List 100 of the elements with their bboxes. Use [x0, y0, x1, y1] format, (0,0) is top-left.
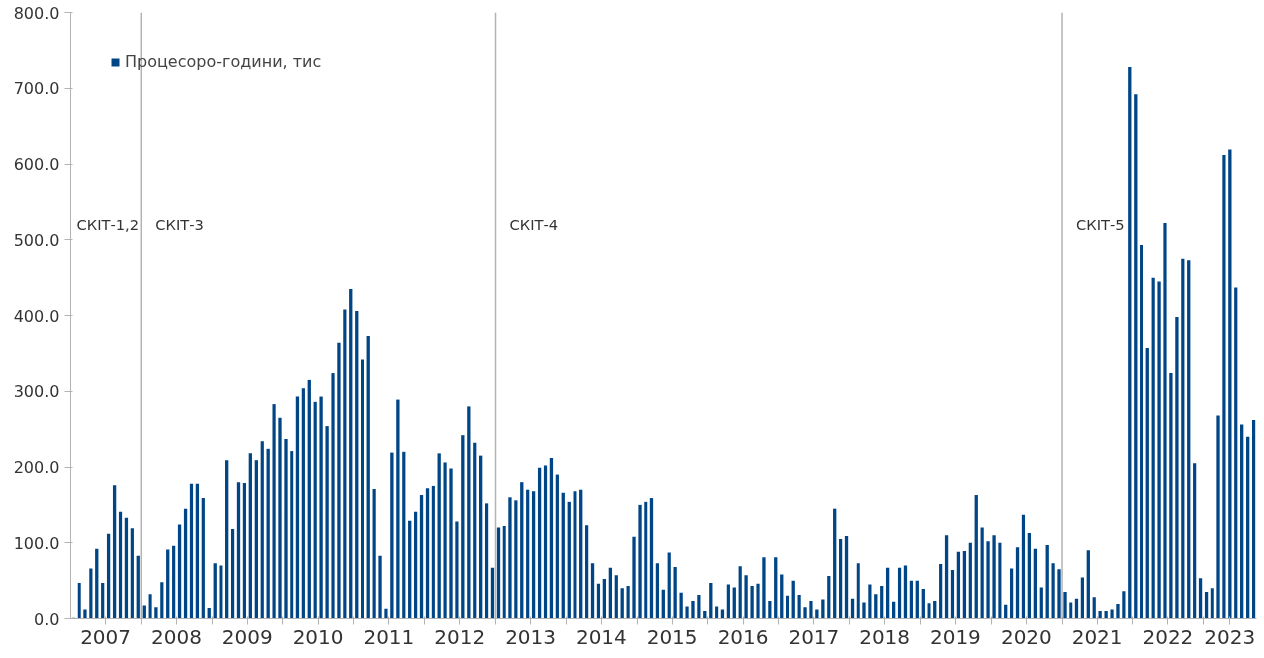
bar	[638, 504, 642, 619]
x-tick-label: 2018	[859, 624, 911, 649]
x-tick-label: 2014	[575, 624, 627, 649]
bar	[732, 587, 736, 619]
bar	[425, 488, 430, 619]
bar	[254, 460, 258, 619]
bar	[278, 417, 282, 619]
y-tick-label: 300.0	[13, 382, 60, 402]
x-tick-label: 2020	[1000, 624, 1052, 649]
bar	[520, 482, 524, 619]
bar	[567, 501, 571, 619]
bar	[1080, 577, 1084, 619]
y-tick-label: 500.0	[13, 230, 60, 250]
x-tick-label: 2011	[363, 624, 415, 649]
bar	[903, 565, 908, 619]
y-tick-label: 700.0	[13, 79, 60, 99]
bar	[685, 606, 689, 619]
bar	[219, 565, 223, 619]
bar	[839, 538, 843, 619]
bar	[1187, 260, 1191, 619]
bar	[1063, 591, 1067, 619]
bar	[1104, 610, 1108, 619]
bar	[561, 492, 565, 619]
bar	[95, 548, 99, 619]
bar	[301, 388, 305, 619]
bar	[242, 482, 247, 619]
x-tick-label: 2022	[1142, 624, 1194, 649]
bar	[1193, 463, 1197, 619]
bar	[1033, 548, 1038, 619]
bar	[862, 602, 866, 619]
bar	[213, 563, 217, 619]
bar	[1128, 67, 1132, 619]
bar	[531, 491, 536, 619]
bar	[1216, 415, 1220, 619]
bar	[473, 442, 477, 619]
bar	[644, 501, 648, 619]
bar	[573, 491, 577, 619]
bar	[880, 585, 884, 619]
bar	[83, 609, 87, 619]
y-tick-label: 800.0	[13, 3, 60, 23]
bar	[390, 452, 394, 619]
x-tick-label: 2021	[1071, 624, 1123, 649]
bar	[1145, 348, 1149, 619]
annotation: СКІТ-4	[509, 216, 559, 234]
bar	[1210, 588, 1214, 619]
y-tick-label: 0.0	[34, 609, 60, 629]
bar	[1122, 591, 1126, 619]
bar	[295, 396, 300, 619]
bar	[803, 607, 807, 619]
y-tick-label: 100.0	[13, 533, 60, 553]
bar	[372, 488, 376, 619]
bar	[1045, 545, 1049, 619]
bar	[1092, 597, 1096, 619]
bar	[1175, 317, 1179, 619]
bar	[408, 520, 412, 619]
bar	[1169, 373, 1173, 619]
bar	[366, 335, 370, 619]
bar	[1116, 604, 1120, 619]
x-tick-label: 2013	[505, 624, 557, 649]
bar	[1015, 547, 1020, 619]
bar	[1057, 569, 1061, 619]
bar	[106, 533, 111, 619]
bar	[325, 426, 329, 619]
bar	[626, 585, 630, 619]
bar	[980, 527, 984, 619]
bar	[1234, 287, 1238, 619]
x-tick-label: 2009	[221, 624, 273, 649]
bar	[101, 582, 105, 619]
bar	[614, 575, 618, 619]
bar	[349, 288, 353, 619]
bar	[750, 585, 754, 619]
bar	[655, 563, 659, 619]
bar	[172, 545, 176, 619]
bar	[443, 462, 447, 619]
bar	[514, 500, 518, 619]
bar	[402, 451, 406, 619]
y-tick-label: 600.0	[13, 155, 60, 174]
bar	[1140, 245, 1144, 619]
bar	[1228, 149, 1232, 619]
bar	[437, 453, 441, 619]
bar	[620, 588, 624, 619]
bar	[290, 451, 294, 619]
x-tick-label: 2017	[788, 624, 840, 649]
x-tick-label: 2019	[929, 624, 981, 649]
bar	[337, 342, 341, 619]
x-tick-label: 2007	[80, 624, 132, 649]
x-tick-label: 2012	[434, 624, 486, 649]
bar	[183, 508, 188, 619]
bar	[508, 497, 512, 619]
bar	[384, 608, 388, 619]
bar	[154, 607, 158, 619]
bar	[1021, 514, 1026, 619]
bar	[89, 568, 93, 619]
bar	[944, 535, 949, 619]
bar	[284, 438, 288, 619]
bar	[1098, 610, 1102, 619]
bar	[956, 551, 961, 619]
bar	[177, 524, 182, 619]
bar	[1157, 281, 1161, 619]
bar	[649, 498, 654, 619]
